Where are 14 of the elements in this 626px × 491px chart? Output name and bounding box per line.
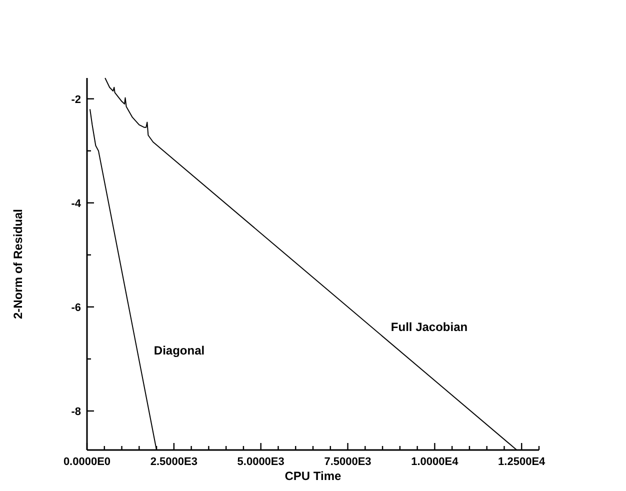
y-tick-label: -4 (71, 198, 82, 210)
series-label: Full Jacobian (390, 320, 468, 334)
series-label: Diagonal (154, 344, 205, 358)
x-tick-label: 7.5000E3 (324, 456, 372, 468)
x-axis-title: CPU Time (284, 469, 342, 483)
x-tick-label: 0.0000E0 (63, 456, 111, 468)
x-tick-label: 2.5000E3 (150, 456, 198, 468)
y-tick-label: -6 (71, 302, 81, 314)
x-tick-label: 5.0000E3 (237, 456, 284, 468)
x-tick-label: 1.0000E4 (411, 456, 460, 468)
y-tick-label: -2 (71, 94, 81, 106)
y-tick-label: -8 (71, 406, 81, 418)
x-tick-label: 1.2500E4 (498, 456, 546, 468)
y-axis-title: 2-Norm of Residual (11, 208, 25, 320)
